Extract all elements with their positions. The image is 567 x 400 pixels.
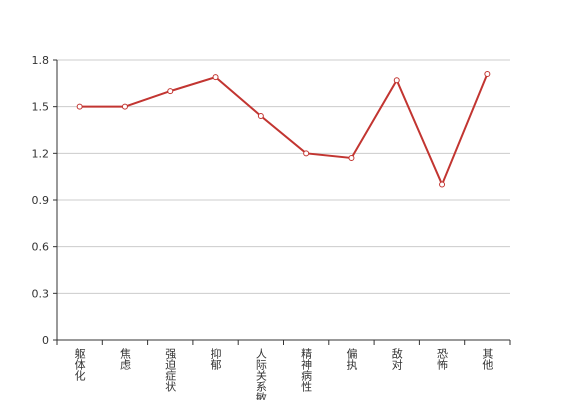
point	[484, 71, 491, 77]
x-tick-label: 强迫症状	[164, 348, 177, 392]
x-tick-label: 焦虑	[118, 348, 131, 370]
point	[121, 103, 128, 110]
point	[167, 88, 174, 95]
point	[212, 74, 219, 81]
y-tick-label: 1.2	[32, 147, 50, 160]
point	[348, 155, 355, 161]
x-tick-label: 躯体化	[73, 348, 86, 382]
point	[303, 150, 310, 157]
x-tick-label: 恐怖	[436, 348, 449, 370]
x-tick-label: 精神病性	[300, 348, 313, 393]
x-tick-label: 偏执	[345, 347, 358, 371]
y-tick-label: 0.6	[32, 241, 50, 254]
x-tick-label: 敌对	[390, 347, 403, 370]
y-tick-label: 1.5	[32, 101, 50, 114]
x-tick-label: 人际关系敏感	[254, 348, 267, 400]
line	[79, 73, 489, 188]
x-tick-label: 抑郁	[209, 347, 222, 370]
y-tick-label: 0.3	[32, 287, 50, 300]
y-tick-label: 0.9	[32, 194, 50, 207]
y-tick-label: 0	[42, 334, 49, 347]
point	[439, 181, 446, 188]
x-tick-label: 其他	[481, 348, 494, 370]
point	[393, 77, 400, 84]
y-tick-label: 1.8	[32, 54, 50, 67]
point	[257, 113, 264, 119]
point	[76, 103, 83, 110]
